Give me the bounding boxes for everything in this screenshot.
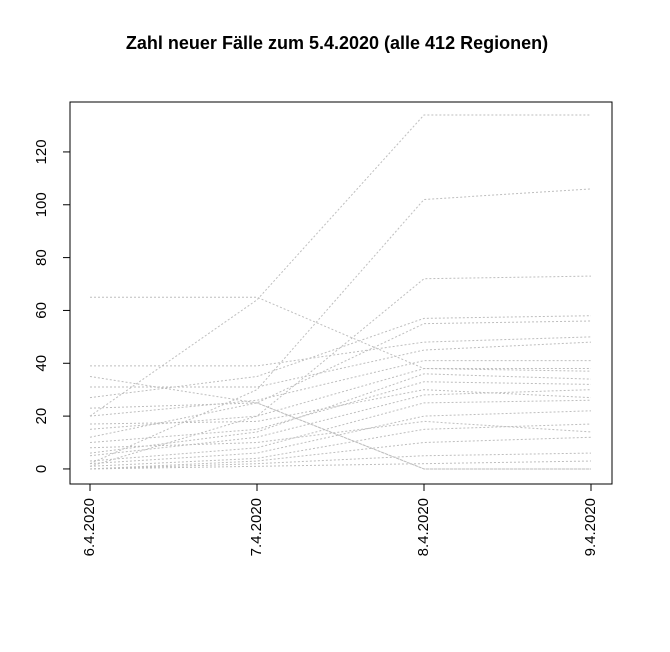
x-tick-label: 9.4.2020	[582, 498, 599, 556]
x-tick-label: 6.4.2020	[81, 498, 98, 556]
series-line	[90, 341, 592, 388]
series-line	[89, 389, 592, 425]
series-line	[89, 373, 592, 454]
series-line	[89, 410, 592, 465]
series-line	[89, 360, 591, 417]
series-line	[89, 368, 591, 430]
series-line	[90, 296, 592, 372]
series-line	[89, 436, 592, 470]
series-line	[89, 381, 592, 444]
plot-frame	[69, 101, 613, 485]
series-line	[89, 188, 592, 465]
series-line	[89, 389, 592, 457]
series-line	[89, 320, 592, 409]
y-tick-label: 120	[33, 139, 50, 164]
y-tick-label: 20	[33, 408, 50, 425]
chart-title: Zahl neuer Fälle zum 5.4.2020 (alle 412 …	[126, 33, 548, 53]
series-line	[89, 375, 591, 470]
y-tick-label: 80	[33, 249, 50, 266]
x-tick-label: 8.4.2020	[415, 498, 432, 556]
series-line	[89, 460, 592, 470]
series-line	[89, 399, 592, 462]
y-tick-label: 60	[33, 302, 50, 319]
series-line	[89, 402, 591, 470]
y-tick-label: 40	[33, 355, 50, 372]
x-tick-label: 7.4.2020	[248, 498, 265, 556]
series-line	[89, 275, 592, 467]
series-line	[89, 452, 592, 470]
series-line	[90, 336, 592, 367]
series-line	[89, 423, 592, 467]
series-line	[89, 315, 592, 399]
y-tick-label: 0	[33, 465, 50, 473]
y-tick-label: 100	[33, 192, 50, 217]
series-line	[89, 114, 591, 417]
